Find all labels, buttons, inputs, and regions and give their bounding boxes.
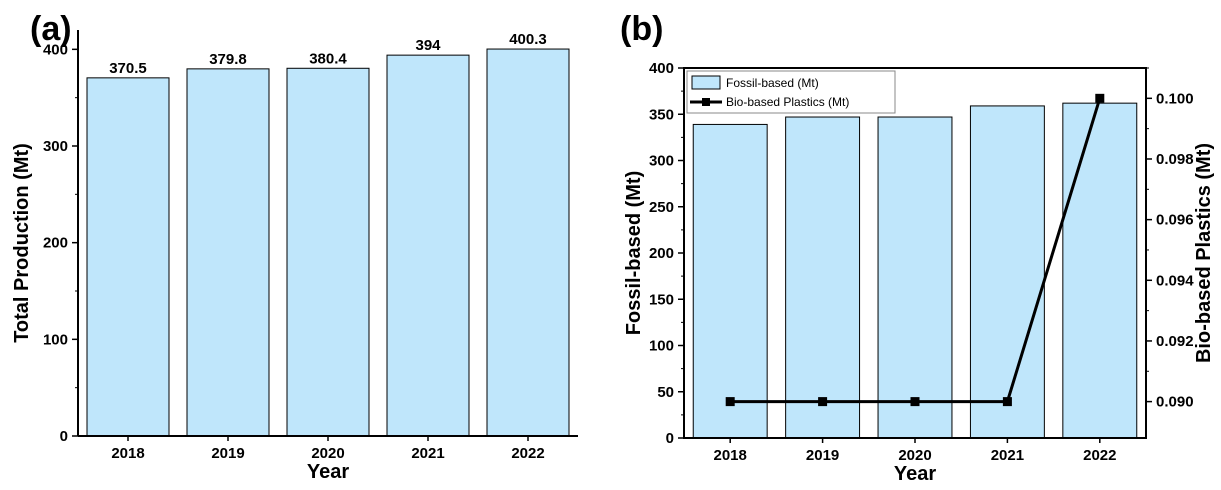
y-tick-label-b: 200 [649,245,674,262]
x-tick-label-b: 2021 [991,447,1024,464]
bar-b [877,116,953,439]
x-axis-title-b: Year [894,463,936,485]
y-tick-label-b: 0 [666,430,674,447]
y-right-tick-label-b: 0.098 [1156,151,1194,168]
bar-a [386,54,470,437]
x-tick-label-b: 2019 [806,447,839,464]
legend-marker-bio [702,98,710,106]
bio-based-point [725,397,735,407]
bar-a [486,48,570,437]
data-label-a: 394 [415,37,441,54]
bar-b [1062,102,1138,439]
y-right-axis-title-b: Bio-based Plastics (Mt) [1193,143,1215,363]
data-label-a: 380.4 [309,50,347,67]
panel-a-label: (a) [30,10,72,48]
x-tick-label-a: 2018 [111,445,144,462]
bar-a [86,77,170,437]
y-right-tick-label-b: 0.092 [1156,333,1194,350]
x-axis-title-a: Year [307,461,349,483]
y-tick-label-a: 200 [43,235,68,252]
x-tick-label-a: 2019 [211,445,244,462]
y-tick-label-a: 0 [60,428,68,445]
legend-b: Fossil-based (Mt) Bio-based Plastics (Mt) [686,70,896,114]
y-right-tick-label-b: 0.094 [1156,272,1194,289]
bio-based-point [1002,397,1012,407]
legend-swatch-fossil [691,75,721,90]
y-tick-label-b: 100 [649,338,674,355]
x-tick-label-a: 2020 [311,445,344,462]
bio-based-point [818,397,828,407]
y-tick-label-a: 100 [43,331,68,348]
bar-b [785,116,861,439]
y-axis-title-a: Total Production (Mt) [11,143,33,343]
x-tick-label-a: 2022 [511,445,544,462]
x-tick-label-b: 2020 [898,447,931,464]
panel-b-label: (b) [620,10,663,48]
legend-label-fossil: Fossil-based (Mt) [726,76,819,90]
bar-b [969,105,1045,439]
chart-b-plot: 2018 2019 2020 2021 2022 0 50 100 150 200 250 300 35… [623,60,1215,485]
y-tick-label-b: 400 [649,60,674,77]
y-right-tick-label-b: 0.096 [1156,212,1194,229]
x-tick-label-b: 2018 [714,447,747,464]
x-tick-label-b: 2022 [1083,447,1116,464]
legend-label-bio: Bio-based Plastics (Mt) [726,95,849,109]
y-right-tick-label-b: 0.100 [1156,90,1194,107]
y-tick-label-a: 300 [43,138,68,155]
y-tick-label-b: 150 [649,291,674,308]
chart-a-plot: 370.5 2018 379.8 2019 380.4 2020 394 2021 400.3 2… [11,30,578,483]
y-tick-label-b: 350 [649,106,674,123]
bar-a [186,68,270,437]
bio-based-point [910,397,920,407]
y-axis-title-b: Fossil-based (Mt) [623,171,645,335]
bar-b [692,123,768,439]
data-label-a: 379.8 [209,51,247,68]
x-tick-label-a: 2021 [411,445,444,462]
y-tick-label-b: 300 [649,153,674,170]
bar-a [286,67,370,437]
bio-based-point [1095,93,1105,103]
data-label-a: 370.5 [109,60,147,77]
y-tick-label-a: 400 [43,41,68,58]
y-tick-label-b: 250 [649,199,674,216]
y-right-tick-label-b: 0.090 [1156,394,1194,411]
legend-box [686,70,896,114]
y-tick-label-b: 50 [657,384,674,401]
data-label-a: 400.3 [509,31,547,48]
plot-frame-b [683,67,1147,439]
